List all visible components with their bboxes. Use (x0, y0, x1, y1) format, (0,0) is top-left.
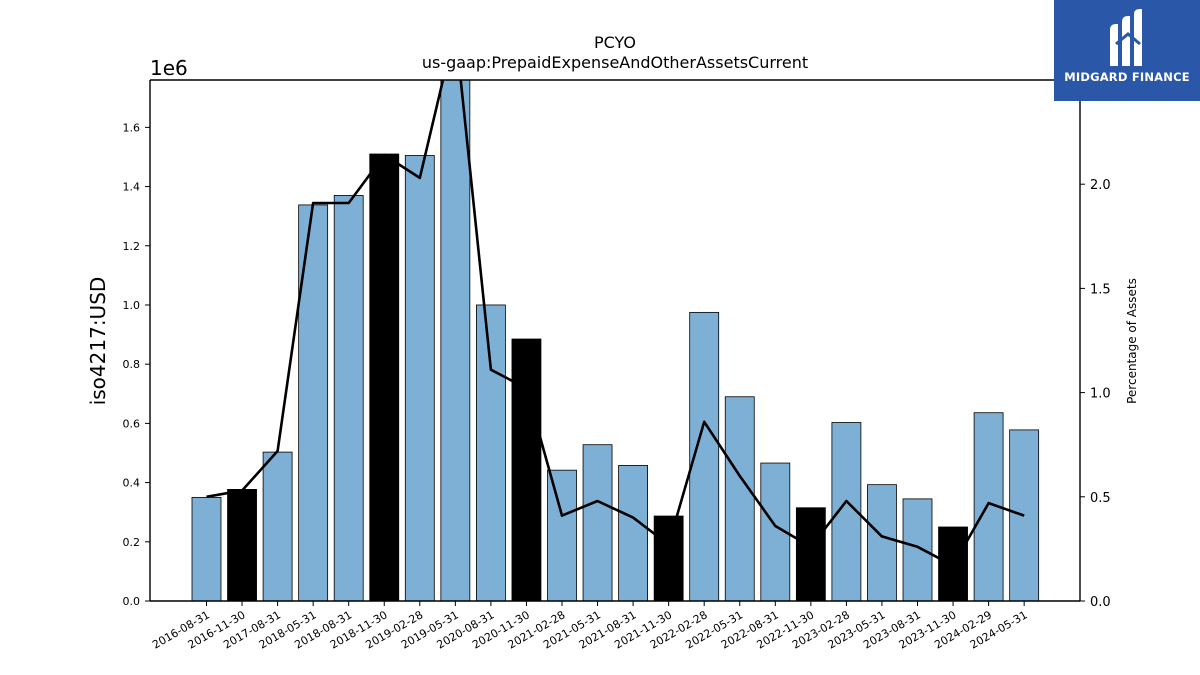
right-axis-ticks: 0.0 0.5 1.0 1.5 2.0 (1080, 178, 1111, 610)
bar-2017-08-31 (262, 451, 293, 602)
x-axis-ticks: 2016-08-312016-11-302017-08-312018-05-31… (150, 601, 1030, 652)
bar-2018-08-31 (333, 195, 364, 602)
y-tick-label: 1.4 (123, 181, 141, 194)
midgard-finance-logo: MIDGARD FINANCE (1054, 0, 1200, 101)
bars (191, 79, 1040, 602)
y-axis-offset-label: 1e6 (150, 56, 188, 80)
y2-tick-label: 1.5 (1090, 282, 1111, 297)
bar-2021-11-30 (653, 515, 684, 602)
y-tick-label: 0.0 (123, 595, 141, 608)
y-axis-label: iso4217:USD (86, 277, 110, 406)
bar-2021-05-31 (582, 444, 613, 602)
bar-2019-05-31 (440, 79, 471, 602)
midgard-logo-icon (1110, 9, 1142, 66)
y2-tick-label: 1.0 (1090, 387, 1111, 402)
bar-2020-08-31 (475, 304, 506, 602)
percentage-of-assets-line (206, 80, 1025, 567)
bar-2022-11-30 (795, 507, 826, 602)
y-tick-label: 1.6 (123, 121, 141, 134)
y-tick-label: 1.2 (123, 240, 141, 253)
chart-title: PCYO (594, 33, 636, 52)
left-axis-ticks: 0.0 0.2 0.4 0.6 0.8 1.0 1.2 1.4 1.6 (123, 121, 150, 608)
y2-tick-label: 0.0 (1090, 595, 1111, 610)
bar-2022-05-31 (724, 396, 755, 602)
y-tick-label: 1.0 (123, 299, 141, 312)
bar-2019-02-28 (404, 155, 435, 602)
bar-2018-05-31 (298, 204, 329, 602)
y-tick-label: 0.6 (123, 417, 141, 430)
bar-2020-11-30 (511, 338, 542, 602)
y2-tick-label: 2.0 (1090, 178, 1111, 193)
bar-2016-08-31 (191, 496, 222, 602)
bar-2023-05-31 (867, 484, 897, 602)
y-tick-label: 0.2 (123, 536, 141, 549)
y2-tick-label: 0.5 (1090, 491, 1111, 506)
bar-2021-02-28 (547, 469, 577, 602)
bar-2016-11-30 (227, 488, 257, 602)
y-tick-label: 0.4 (123, 477, 141, 490)
bar-2023-08-31 (902, 498, 933, 602)
logo-text: MIDGARD FINANCE (1064, 70, 1190, 84)
axes (149, 79, 1081, 602)
bar-2021-08-31 (618, 465, 648, 602)
y-tick-label: 0.8 (123, 358, 141, 371)
y2-axis-label: Percentage of Assets (1125, 278, 1139, 404)
bar-2018-11-30 (369, 153, 400, 602)
chart-subtitle: us-gaap:PrepaidExpenseAndOtherAssetsCurr… (422, 53, 808, 72)
percentage-line-layer (206, 80, 1025, 567)
